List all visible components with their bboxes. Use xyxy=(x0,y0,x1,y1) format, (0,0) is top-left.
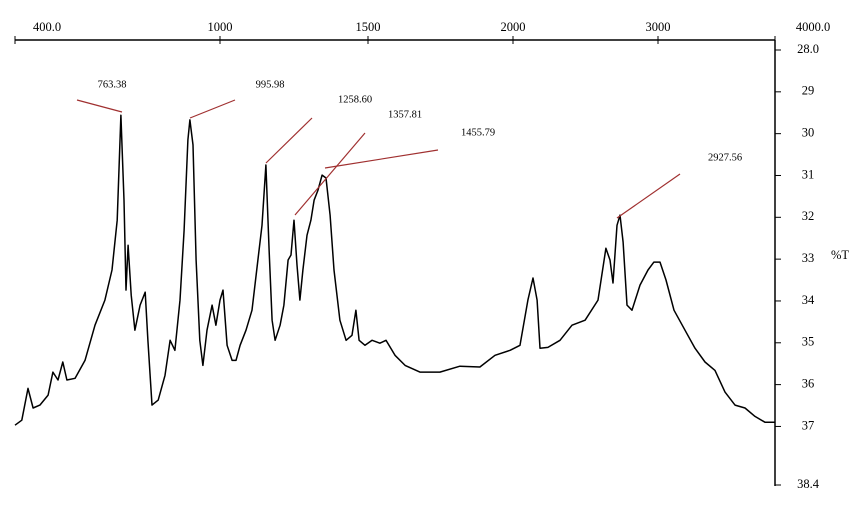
y-tick-label: 34 xyxy=(802,293,815,307)
x-tick-label: 3000 xyxy=(646,20,671,34)
y-tick-label: 32 xyxy=(802,209,815,223)
y-tick-label: 35 xyxy=(802,335,815,349)
peak-label: 2927.56 xyxy=(708,152,742,163)
x-tick-label: 1500 xyxy=(356,20,381,34)
y-tick-label: 37 xyxy=(802,418,815,432)
peak-label: 1258.60 xyxy=(338,94,372,105)
x-tick-label: 400.0 xyxy=(33,20,61,34)
y-tick-label: 38.4 xyxy=(797,477,820,491)
peak-leader xyxy=(616,173,681,219)
y-tick-label: 29 xyxy=(802,84,815,98)
y-tick-label: 30 xyxy=(802,126,815,140)
spectrum-line xyxy=(14,114,775,426)
y-tick-label: 33 xyxy=(802,251,815,265)
peak-label: 1455.79 xyxy=(461,127,495,138)
peak-leader xyxy=(76,99,123,113)
peak-leader xyxy=(294,132,366,216)
y-tick-label: 28.0 xyxy=(797,42,819,56)
y-tick-label: 31 xyxy=(802,167,815,181)
peak-label: 995.98 xyxy=(256,79,285,90)
peak-label: 1357.81 xyxy=(388,109,422,120)
peak-leader xyxy=(265,117,313,164)
x-tick-label: 2000 xyxy=(501,20,526,34)
peak-leader xyxy=(189,99,236,119)
x-tick-label: 4000.0 xyxy=(796,20,830,34)
y-axis-label: %T xyxy=(831,248,849,262)
x-tick-label: 1000 xyxy=(208,20,233,34)
peak-leader xyxy=(324,149,439,169)
y-tick-label: 36 xyxy=(802,376,815,390)
peak-label: 763.38 xyxy=(98,79,127,90)
